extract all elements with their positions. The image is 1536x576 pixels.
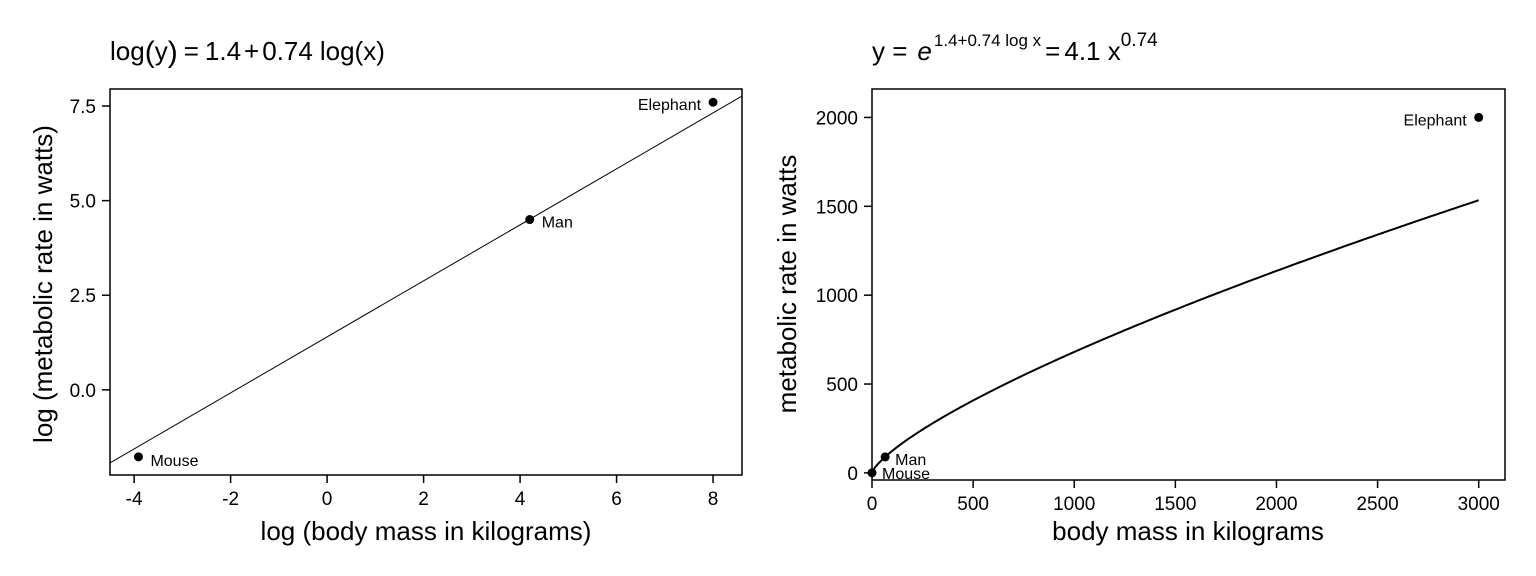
point-mouse xyxy=(133,452,143,462)
left-plot-frame xyxy=(109,88,743,476)
left-title-intercept: 1.4 xyxy=(205,36,241,66)
y-tick-label: 7.5 xyxy=(70,97,96,118)
right-plot-frame xyxy=(871,88,1506,481)
point-label-elephant: Elephant xyxy=(638,97,702,114)
left-y-ticks: 0.0 2.5 5.0 7.5 xyxy=(70,97,110,402)
x-tick-label: -2 xyxy=(222,489,239,510)
x-tick-label: 8 xyxy=(708,489,719,510)
right-y-ticks: 0 500 1000 1500 2000 xyxy=(816,108,872,485)
point-label-man: Man xyxy=(542,215,573,232)
x-tick-label: 6 xyxy=(611,489,622,510)
x-tick-label: 1000 xyxy=(1053,494,1095,515)
y-tick-label: 500 xyxy=(826,375,858,396)
left-title-plus: + xyxy=(244,36,259,66)
x-tick-label: 1500 xyxy=(1154,494,1196,515)
left-title-log: log xyxy=(110,36,145,66)
y-tick-label: 1000 xyxy=(816,286,858,307)
right-panel: y = e 1.4+0.74 log x = 4.1 x0.74 0 500 1000 150… xyxy=(772,30,1506,546)
left-panel: log(y) = 1.4 +0.74 log(x) -4 -2 0 2 4 6 8 0.02.55.… xyxy=(28,36,743,546)
left-title-logfn: log xyxy=(320,36,355,66)
left-title: log(y) = 1.4 +0.74 log(x) xyxy=(110,36,385,69)
point-mouse xyxy=(867,468,877,478)
point-label-man: Man xyxy=(895,452,926,469)
point-label-mouse: Mouse xyxy=(150,453,198,470)
x-tick-label: 4 xyxy=(515,489,526,510)
x-tick-label: 0 xyxy=(322,489,333,510)
y-tick-label: 1500 xyxy=(816,197,858,218)
left-fit-line xyxy=(109,95,743,464)
point-man xyxy=(880,452,890,462)
x-tick-label: 2 xyxy=(418,489,429,510)
point-elephant xyxy=(1474,112,1484,122)
right-title-coef: 4.1 x xyxy=(1064,36,1120,66)
x-tick-label: 500 xyxy=(957,494,989,515)
x-tick-label: -4 xyxy=(126,489,143,510)
point-elephant xyxy=(708,97,718,107)
right-x-ticks: 0 500 1000 1500 2000 2500 3000 xyxy=(867,480,1500,515)
left-title-paren-open: ( xyxy=(145,36,155,69)
left-title-slope: 0.74 xyxy=(262,36,313,66)
right-title: y = e 1.4+0.74 log x = 4.1 x0.74 xyxy=(872,30,1158,66)
right-y-axis-label: metabolic rate in watts xyxy=(772,155,802,414)
right-title-exponent: 1.4+0.74 log x xyxy=(934,31,1042,50)
y-tick-label: 2000 xyxy=(816,108,858,129)
y-tick-label: 0.0 xyxy=(70,381,96,402)
left-title-paren-close: ) xyxy=(168,36,178,69)
left-points: Mouse Man Elephant xyxy=(133,97,718,470)
left-title-eq: = xyxy=(184,36,199,66)
point-label-mouse: Mouse xyxy=(882,466,930,483)
x-tick-label: 3000 xyxy=(1458,494,1500,515)
right-title-power: 0.74 xyxy=(1121,30,1158,51)
right-title-eq: = xyxy=(1045,36,1060,66)
y-tick-label: 0 xyxy=(847,464,858,485)
left-x-ticks: -4 -2 0 2 4 6 8 xyxy=(126,475,719,510)
right-fit-curve xyxy=(871,199,1480,474)
x-tick-label: 0 xyxy=(867,494,878,515)
left-title-x: (x) xyxy=(355,36,385,66)
left-y-axis-label: log (metabolic rate in watts) xyxy=(28,125,58,443)
point-label-elephant: Elephant xyxy=(1404,112,1468,129)
x-tick-label: 2000 xyxy=(1255,494,1297,515)
right-title-lhs: y = xyxy=(872,36,907,66)
left-title-y: y xyxy=(155,36,168,66)
x-tick-label: 2500 xyxy=(1356,494,1398,515)
y-tick-label: 5.0 xyxy=(70,192,96,213)
left-x-axis-label: log (body mass in kilograms) xyxy=(261,516,592,546)
right-title-e: e xyxy=(917,36,931,66)
point-man xyxy=(525,215,535,225)
right-x-axis-label: body mass in kilograms xyxy=(1052,516,1324,546)
y-tick-label: 2.5 xyxy=(70,286,96,307)
